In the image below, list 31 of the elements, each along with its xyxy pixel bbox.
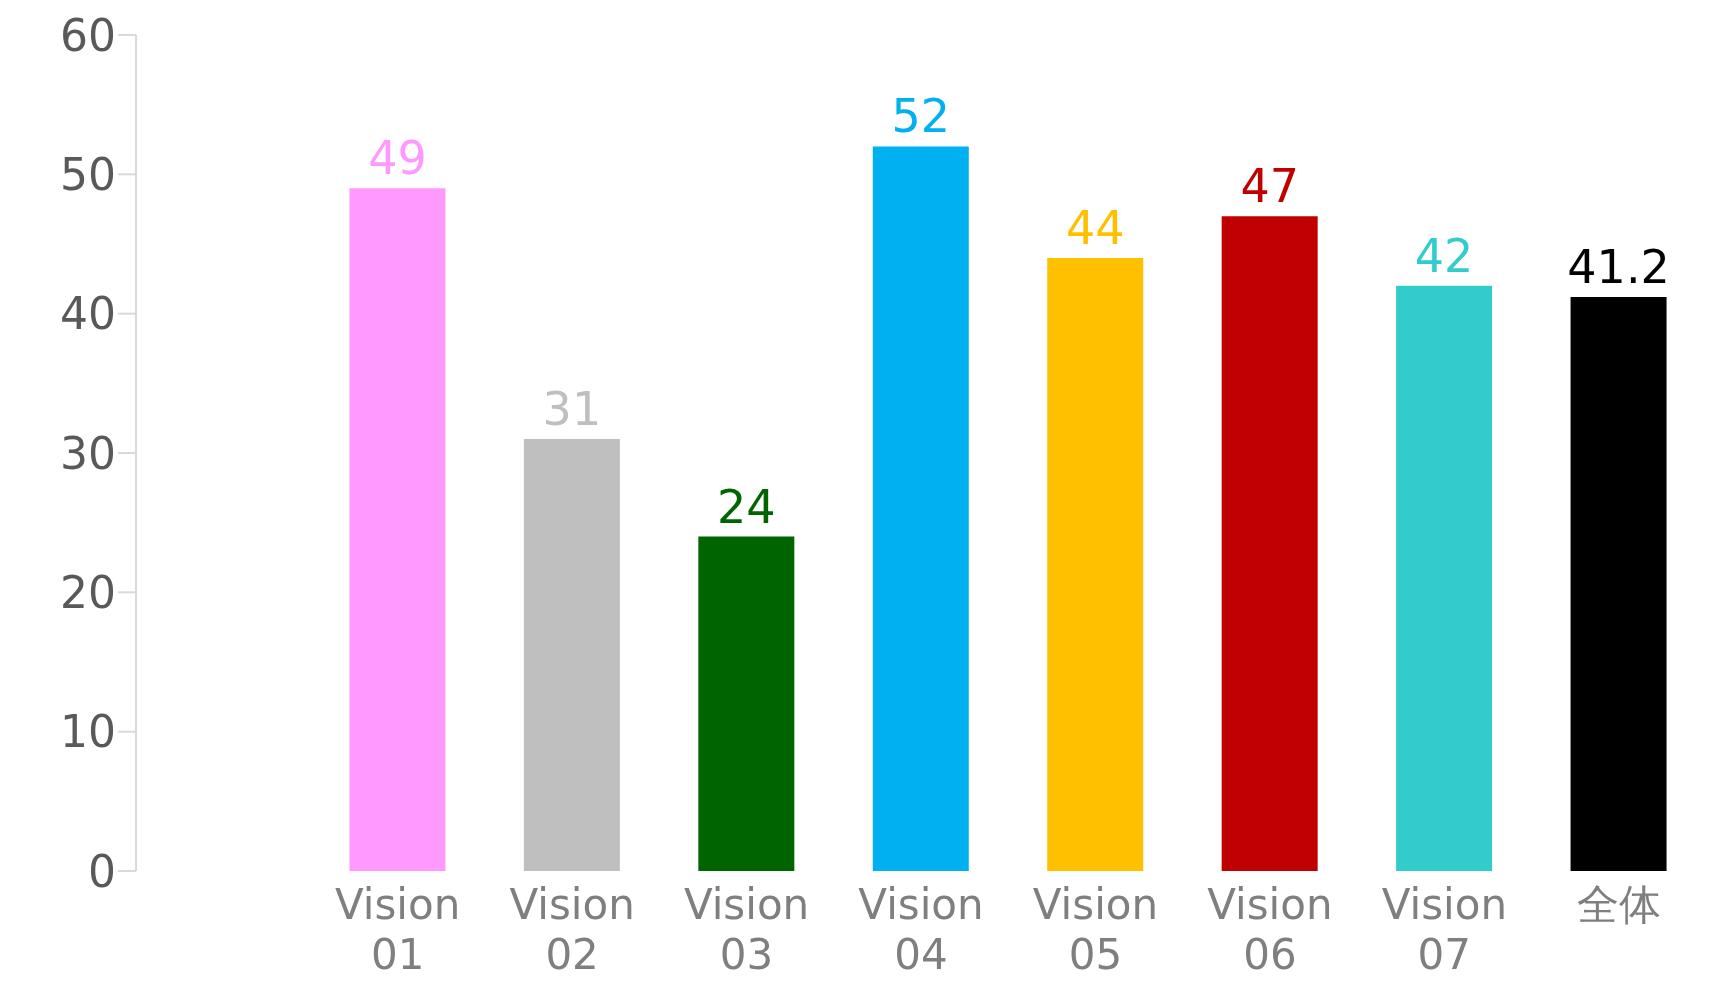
y-tick-label: 50 <box>60 148 116 200</box>
x-tick-label: Vision 04 <box>858 880 984 979</box>
y-tick-label: 60 <box>60 9 116 61</box>
bar <box>1221 216 1318 871</box>
x-tick-label: Vision 01 <box>334 880 461 979</box>
bar <box>1047 257 1144 871</box>
x-tick-label: Vision 06 <box>1207 880 1333 979</box>
data-label: 52 <box>891 89 951 144</box>
data-label: 49 <box>368 131 427 186</box>
data-label: 31 <box>542 382 602 437</box>
x-tick-label: Vision 05 <box>1032 880 1159 979</box>
x-tick-label: Vision 02 <box>509 880 635 979</box>
bar <box>1570 296 1667 871</box>
bar <box>523 439 620 871</box>
x-tick-label: Vision 03 <box>683 880 810 979</box>
bar <box>872 146 969 871</box>
y-tick-label: 10 <box>60 706 116 758</box>
bar <box>1396 285 1493 871</box>
x-tick-label: 全体 <box>1576 880 1661 929</box>
bar <box>698 536 795 871</box>
data-label: 47 <box>1240 159 1299 214</box>
x-tick-label: Vision 07 <box>1381 880 1508 979</box>
y-tick-label: 40 <box>60 288 116 340</box>
y-tick-label: 30 <box>60 427 116 479</box>
bar <box>349 188 446 871</box>
data-label: 44 <box>1065 200 1125 255</box>
data-label: 24 <box>717 479 776 534</box>
y-tick-label: 20 <box>60 566 116 618</box>
y-tick-label: 0 <box>88 845 116 897</box>
data-label: 42 <box>1414 228 1474 283</box>
data-label: 41.2 <box>1567 239 1670 294</box>
